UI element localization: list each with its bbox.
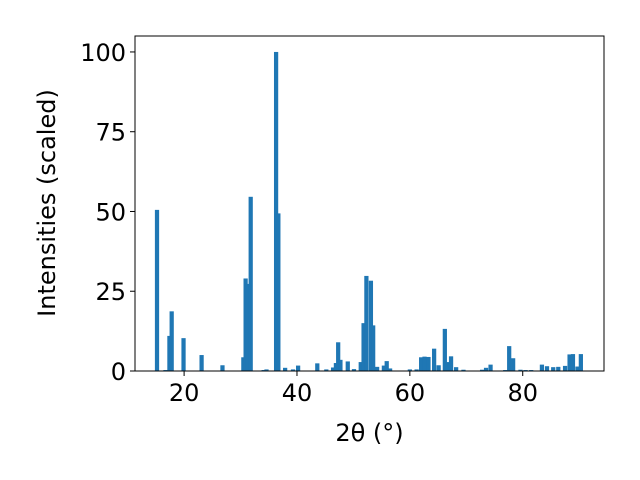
x-tick-label: 60 bbox=[395, 379, 426, 407]
bar bbox=[276, 213, 281, 371]
bar bbox=[241, 357, 246, 371]
bar bbox=[507, 346, 512, 371]
bar bbox=[422, 356, 427, 371]
bar bbox=[518, 369, 523, 371]
bar bbox=[345, 361, 350, 371]
bar bbox=[364, 275, 369, 371]
bar bbox=[575, 366, 580, 371]
x-axis-ticks: 20 40 60 80 bbox=[169, 371, 538, 407]
bar bbox=[436, 365, 441, 371]
bar bbox=[245, 283, 250, 371]
y-tick-label: 50 bbox=[95, 198, 126, 226]
y-tick-label: 75 bbox=[95, 119, 126, 147]
bar bbox=[384, 361, 389, 371]
x-tick-label: 40 bbox=[282, 379, 313, 407]
bar bbox=[371, 325, 376, 371]
bar bbox=[562, 365, 568, 371]
bar bbox=[448, 356, 454, 371]
bar bbox=[461, 369, 466, 371]
bar bbox=[407, 369, 412, 371]
bar bbox=[426, 356, 431, 371]
y-axis-ticks: 0 25 50 75 100 bbox=[80, 39, 135, 386]
bar bbox=[556, 366, 561, 371]
bar bbox=[264, 369, 269, 371]
x-tick-label: 20 bbox=[169, 379, 200, 407]
bar bbox=[273, 51, 279, 371]
bar bbox=[432, 348, 437, 371]
bar bbox=[387, 368, 393, 371]
bar-series bbox=[154, 51, 583, 371]
bar bbox=[375, 366, 380, 371]
bar bbox=[290, 369, 296, 371]
bar bbox=[358, 362, 363, 371]
y-axis-label: Intensities (scaled) bbox=[33, 89, 61, 317]
y-tick-label: 25 bbox=[95, 278, 126, 306]
x-tick-label: 80 bbox=[507, 379, 538, 407]
bar bbox=[315, 363, 320, 371]
y-tick-label: 100 bbox=[80, 39, 126, 67]
bar bbox=[567, 354, 572, 371]
bar bbox=[169, 311, 174, 371]
y-tick-label: 0 bbox=[111, 358, 126, 386]
bar bbox=[479, 369, 485, 371]
bar bbox=[243, 278, 248, 371]
bar bbox=[167, 335, 172, 371]
bar bbox=[338, 359, 343, 371]
bar bbox=[419, 357, 424, 371]
bar bbox=[442, 328, 447, 371]
bar bbox=[570, 354, 576, 371]
bar bbox=[199, 355, 204, 371]
bar bbox=[351, 369, 357, 371]
bar bbox=[488, 364, 493, 371]
bar bbox=[154, 209, 160, 371]
bar bbox=[381, 365, 387, 371]
bar bbox=[539, 364, 545, 371]
bar bbox=[483, 367, 489, 371]
bar bbox=[368, 280, 374, 371]
bar bbox=[330, 367, 336, 371]
bar bbox=[544, 366, 550, 371]
bar bbox=[578, 354, 583, 371]
bar bbox=[181, 338, 186, 371]
bar bbox=[414, 369, 419, 371]
bar bbox=[551, 367, 556, 371]
x-axis-label: 2θ (°) bbox=[335, 419, 403, 447]
bar bbox=[248, 196, 253, 371]
bar bbox=[333, 363, 339, 371]
bar bbox=[361, 323, 366, 371]
bar bbox=[295, 365, 301, 371]
bar bbox=[324, 369, 329, 371]
bar bbox=[511, 358, 516, 371]
bar bbox=[445, 362, 450, 371]
bar bbox=[454, 367, 459, 371]
plot-area-frame bbox=[134, 35, 605, 372]
bar bbox=[283, 367, 288, 371]
bar bbox=[336, 342, 341, 371]
bar bbox=[220, 365, 225, 371]
